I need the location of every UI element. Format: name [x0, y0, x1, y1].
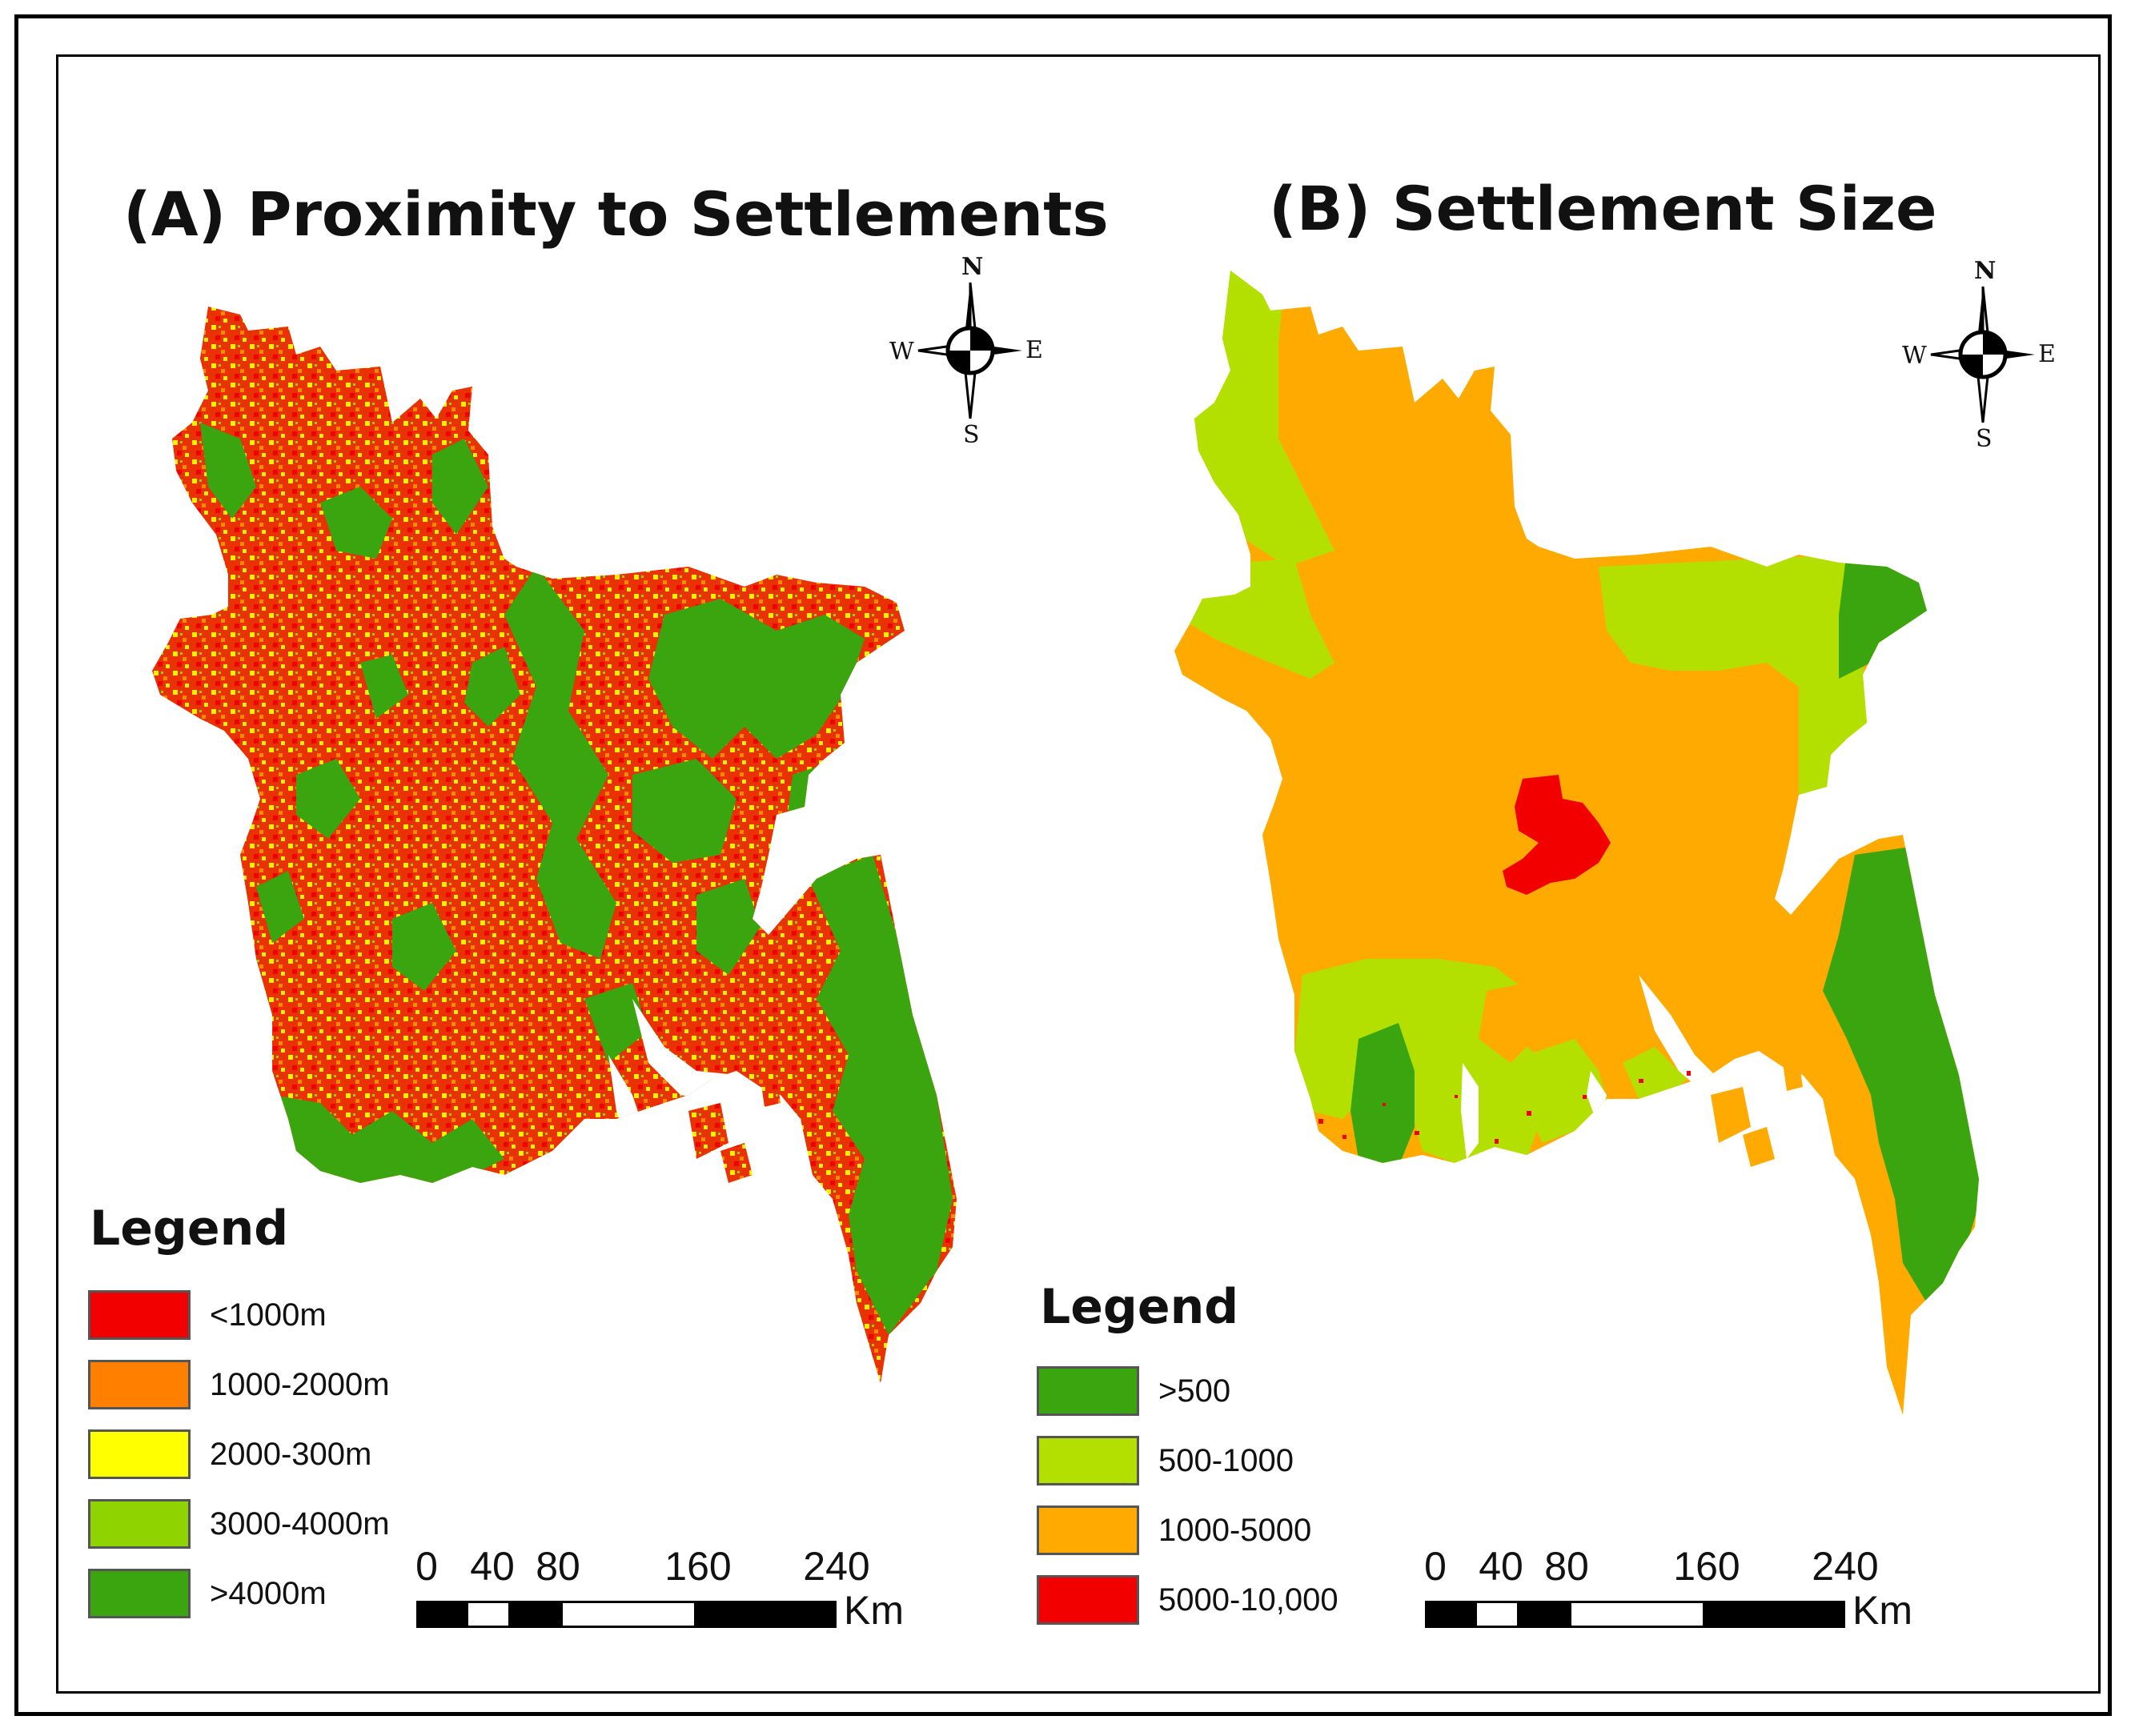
legend-item-1000-2000m: 1000-2000m	[88, 1357, 390, 1413]
legend-swatch	[88, 1499, 191, 1549]
panel-b-scalebar: 0 40 80 160 240 Km	[1424, 1543, 1921, 1655]
panel-settlement-size: (B) Settlement Size	[1037, 54, 2101, 1694]
legend-label: <1000m	[210, 1297, 327, 1333]
panel-a-scalebar: 0 40 80 160 240 Km	[415, 1543, 913, 1655]
legend-label: 2000-300m	[210, 1436, 372, 1472]
panel-b-north-arrow: N S E W	[1891, 257, 2075, 453]
legend-swatch	[1037, 1436, 1139, 1485]
legend-swatch	[1037, 1505, 1139, 1555]
compass-e-label: E	[2038, 340, 2056, 368]
scale-tick-240: 240	[803, 1544, 870, 1589]
panel-a-legend-title: Legend	[90, 1201, 289, 1257]
compass-s-label: S	[963, 421, 980, 449]
legend-item-gt500: >500	[1037, 1363, 1230, 1419]
scale-tick-40: 40	[470, 1544, 515, 1589]
legend-swatch	[1037, 1366, 1139, 1416]
scale-segment	[1569, 1601, 1705, 1628]
scale-segment	[511, 1601, 560, 1628]
scale-tick-0: 0	[415, 1544, 438, 1589]
legend-item-1000-5000: 1000-5000	[1037, 1502, 1311, 1558]
scale-tick-160: 160	[664, 1544, 732, 1589]
figure-inner-border	[56, 54, 2101, 1694]
panel-b-title: (B) Settlement Size	[1269, 173, 1937, 244]
legend-item-lt1000m: <1000m	[88, 1287, 327, 1343]
scale-tick-80: 80	[1544, 1544, 1589, 1589]
legend-item-5000-10000: 5000-10,000	[1037, 1572, 1338, 1628]
legend-label: 1000-5000	[1158, 1512, 1312, 1548]
legend-item-3000-4000m: 3000-4000m	[88, 1496, 390, 1552]
compass-s-label: S	[1976, 425, 1993, 453]
compass-rose-icon	[917, 282, 1022, 419]
legend-item-gt4000m: >4000m	[88, 1566, 327, 1622]
legend-swatch	[88, 1360, 191, 1409]
legend-label: 5000-10,000	[1158, 1582, 1338, 1618]
legend-item-2000-3000m: 2000-300m	[88, 1426, 371, 1482]
scale-segment	[1425, 1601, 1475, 1628]
scale-segment	[416, 1601, 466, 1628]
scale-segment	[1519, 1601, 1569, 1628]
panel-b-legend-title: Legend	[1040, 1279, 1239, 1335]
scale-unit-label: Km	[844, 1588, 904, 1633]
figure-outer-border	[14, 14, 2112, 1716]
panel-proximity-to-settlements: (A) Proximity to Settlements	[56, 54, 1109, 1694]
legend-label: 500-1000	[1158, 1442, 1294, 1478]
legend-swatch	[88, 1429, 191, 1479]
scale-segment	[696, 1601, 837, 1628]
scale-tick-40: 40	[1479, 1544, 1523, 1589]
scale-tick-160: 160	[1673, 1544, 1740, 1589]
scale-segment	[1475, 1601, 1519, 1628]
compass-n-label: N	[1974, 257, 1997, 285]
scale-tick-80: 80	[536, 1544, 580, 1589]
compass-e-label: E	[1025, 336, 1043, 364]
legend-label: >500	[1158, 1373, 1231, 1409]
legend-swatch	[1037, 1575, 1139, 1625]
compass-w-label: W	[889, 338, 914, 366]
scale-tick-240: 240	[1812, 1544, 1879, 1589]
legend-label: >4000m	[210, 1575, 327, 1611]
legend-label: 3000-4000m	[210, 1505, 390, 1542]
scale-segment	[466, 1601, 511, 1628]
panel-a-title: (A) Proximity to Settlements	[123, 178, 1109, 250]
compass-n-label: N	[961, 253, 984, 281]
panel-a-north-arrow: N S E W	[878, 253, 1062, 449]
legend-item-500-1000: 500-1000	[1037, 1433, 1294, 1489]
scale-tick-0: 0	[1424, 1544, 1447, 1589]
legend-swatch	[88, 1569, 191, 1618]
compass-w-label: W	[1902, 342, 1927, 370]
scale-unit-label: Km	[1852, 1588, 1912, 1633]
legend-label: 1000-2000m	[210, 1366, 390, 1402]
scale-segment	[1705, 1601, 1845, 1628]
scale-segment	[560, 1601, 696, 1628]
panel-a-map	[152, 307, 957, 1383]
panel-b-map	[1174, 271, 1979, 1415]
compass-rose-icon	[1930, 286, 2035, 423]
legend-swatch	[88, 1290, 191, 1340]
